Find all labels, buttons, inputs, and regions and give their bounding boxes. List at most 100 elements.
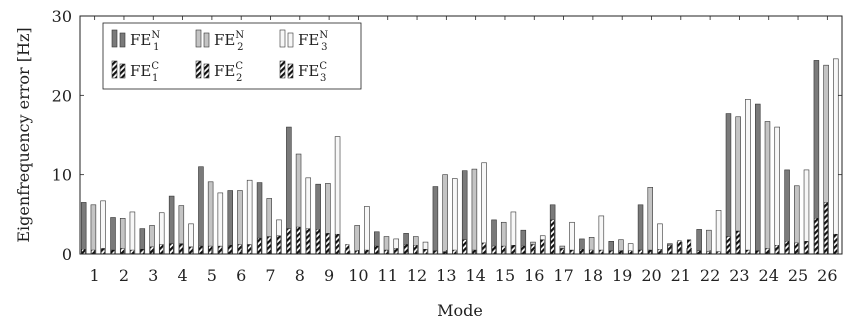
bar-FE3N-mode-6 — [246, 179, 253, 255]
bar-FE1C-mode-2 — [110, 249, 115, 255]
bar-FE3N-mode-22 — [715, 210, 722, 255]
bar-FE1C-mode-4 — [169, 243, 174, 255]
bar-FE1N-mode-24 — [755, 103, 761, 255]
bar-FE1C-mode-9 — [316, 229, 321, 255]
bar-FE3C-mode-14 — [481, 242, 486, 255]
bar-FE2N-mode-20 — [647, 187, 653, 255]
bar-FE1C-mode-26 — [814, 218, 819, 255]
bar-FE3N-mode-24 — [774, 126, 780, 255]
bar-FE3C-mode-15 — [511, 245, 516, 255]
bar-FE3C-mode-12 — [423, 249, 428, 255]
x-tick-label: 8 — [295, 266, 305, 285]
bar-FE3N-mode-13 — [452, 178, 458, 255]
bar-FE1C-mode-25 — [784, 241, 789, 255]
bar-FE3C-mode-23 — [745, 249, 750, 255]
bar-FE1C-mode-3 — [140, 249, 145, 255]
bar-FE3C-mode-18 — [599, 249, 604, 255]
legend-swatch-FE2N — [195, 29, 202, 48]
y-tick-label: 30 — [52, 7, 72, 26]
bar-FE3C-mode-5 — [218, 245, 223, 255]
bar-FE3C-mode-13 — [452, 249, 457, 255]
x-tick-label: 21 — [671, 266, 691, 285]
bar-FE2N-mode-1 — [90, 204, 97, 255]
bar-FE1C-mode-15 — [491, 245, 496, 255]
x-tick-label: 26 — [817, 266, 837, 285]
legend-label-FE2C: FEC 2 — [214, 61, 243, 84]
x-tick-label: 6 — [236, 266, 246, 285]
bar-FE2C-mode-8 — [296, 226, 301, 255]
bar-FE3N-mode-17 — [569, 221, 575, 255]
bar-FE1N-mode-6 — [227, 190, 233, 255]
legend-label-FE3C: FEC 3 — [298, 61, 327, 84]
x-tick-label: 19 — [612, 266, 632, 285]
legend-swatch-FE3C — [279, 60, 286, 79]
legend-swatch-FE1N-b — [119, 32, 126, 48]
x-tick-label: 20 — [641, 266, 661, 285]
bar-FE1N-mode-23 — [725, 113, 732, 255]
bar-FE1C-mode-17 — [550, 219, 555, 255]
bar-FE1N-mode-22 — [696, 229, 702, 255]
bar-FE1C-mode-6 — [228, 245, 233, 255]
legend-label-FE1N: FEN 1 — [130, 30, 160, 53]
x-tick-label: 25 — [788, 266, 808, 285]
bar-FE1C-mode-14 — [462, 239, 467, 255]
bar-FE1N-mode-13 — [432, 186, 439, 255]
legend-swatch-FE1N — [111, 29, 118, 48]
bar-FE1C-mode-7 — [257, 237, 262, 255]
bar-FE3C-mode-10 — [364, 249, 369, 255]
x-tick-label: 10 — [348, 266, 368, 285]
bar-FE1C-mode-20 — [638, 249, 643, 255]
x-tick-label: 23 — [729, 266, 749, 285]
bar-FE1C-mode-1 — [81, 249, 86, 255]
legend-label-FE2N: FEN 2 — [214, 30, 244, 53]
x-tick-label: 5 — [207, 266, 217, 285]
y-axis-label: Eigenfrequency error [Hz] — [14, 27, 33, 242]
bar-FE1C-mode-23 — [726, 236, 731, 255]
x-tick-label: 22 — [700, 266, 720, 285]
bar-FE3C-mode-3 — [159, 244, 164, 255]
x-tick-label: 17 — [553, 266, 573, 285]
bar-FE1C-mode-10 — [345, 244, 350, 255]
bar-FE1N-mode-2 — [110, 217, 116, 255]
x-tick-label: 2 — [119, 266, 129, 285]
bar-FE3C-mode-24 — [775, 245, 780, 255]
bar-FE3N-mode-14 — [481, 162, 487, 255]
x-tick-label: 24 — [759, 266, 779, 285]
legend: FEN 1 FEN 2 FEN 3 FEC 1 FEC 2 FEC 3 — [102, 22, 362, 90]
bar-FE2C-mode-26 — [823, 202, 828, 255]
x-tick-label: 13 — [436, 266, 456, 285]
bar-FE3N-mode-1 — [100, 200, 106, 255]
bar-FE3N-mode-2 — [129, 211, 136, 255]
bar-FE3C-mode-6 — [247, 244, 252, 255]
bar-FE2N-mode-22 — [706, 229, 712, 255]
legend-swatch-FE1C — [111, 60, 118, 79]
x-tick-label: 11 — [378, 266, 398, 285]
bar-FE1N-mode-5 — [198, 166, 204, 255]
bar-FE3N-mode-18 — [598, 215, 605, 255]
bar-FE1C-mode-16 — [521, 245, 526, 255]
x-tick-label: 15 — [495, 266, 515, 285]
bar-FE3N-mode-23 — [745, 99, 751, 255]
legend-swatch-FE2N-b — [203, 32, 210, 48]
legend-label-FE3N: FEN 3 — [298, 30, 328, 53]
x-tick-label: 3 — [148, 266, 158, 285]
bar-FE2N-mode-5 — [207, 181, 214, 255]
bar-FE3C-mode-11 — [394, 248, 399, 255]
bar-FE1N-mode-20 — [637, 204, 644, 255]
x-tick-label: 4 — [177, 266, 187, 285]
bar-FE1C-mode-12 — [403, 244, 408, 255]
bar-FE1C-mode-11 — [374, 245, 379, 255]
legend-box — [102, 22, 362, 90]
y-tick-label: 0 — [62, 245, 72, 264]
bar-FE3C-mode-17 — [569, 249, 574, 255]
legend-swatch-FE3N — [279, 29, 286, 48]
bar-FE2N-mode-10 — [354, 225, 360, 255]
bar-FE2N-mode-24 — [764, 121, 771, 255]
legend-swatch-FE2C-b — [203, 63, 210, 79]
bar-FE3C-mode-2 — [130, 249, 135, 255]
bar-FE3C-mode-20 — [657, 249, 662, 255]
legend-swatch-FE3C-b — [287, 63, 294, 79]
bar-FE3N-mode-26 — [833, 58, 839, 255]
x-tick-label: 9 — [324, 266, 334, 285]
